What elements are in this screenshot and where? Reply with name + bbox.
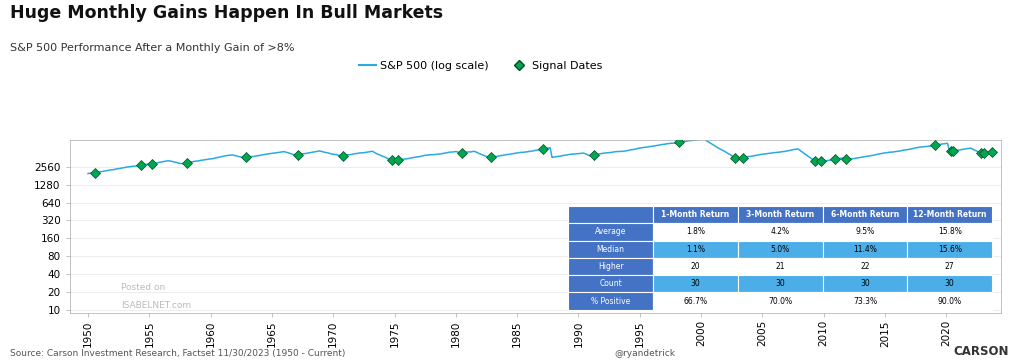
Bar bbox=[568, 206, 653, 223]
Bar bbox=[653, 206, 737, 223]
Bar bbox=[737, 258, 822, 275]
Bar bbox=[822, 275, 907, 292]
Bar bbox=[907, 258, 992, 275]
Text: 30: 30 bbox=[690, 279, 700, 288]
Text: 21: 21 bbox=[775, 262, 785, 271]
Bar bbox=[907, 240, 992, 258]
Text: 22: 22 bbox=[860, 262, 869, 271]
Text: 9.5%: 9.5% bbox=[855, 228, 874, 237]
Bar bbox=[907, 223, 992, 240]
Text: 30: 30 bbox=[945, 279, 954, 288]
Bar bbox=[822, 206, 907, 223]
Bar bbox=[653, 275, 737, 292]
Text: 30: 30 bbox=[860, 279, 869, 288]
Bar bbox=[822, 223, 907, 240]
Text: CARSON: CARSON bbox=[953, 345, 1009, 358]
Text: 15.8%: 15.8% bbox=[938, 228, 962, 237]
Bar bbox=[653, 240, 737, 258]
Text: 30: 30 bbox=[775, 279, 785, 288]
Text: 1.1%: 1.1% bbox=[686, 245, 705, 254]
Text: S&P 500 Performance After a Monthly Gain of >8%: S&P 500 Performance After a Monthly Gain… bbox=[10, 43, 295, 53]
Text: 6-Month Return: 6-Month Return bbox=[830, 210, 899, 219]
Text: Average: Average bbox=[595, 228, 627, 237]
Text: Higher: Higher bbox=[598, 262, 624, 271]
Bar bbox=[737, 292, 822, 310]
Text: Source: Carson Investment Research, Factset 11/30/2023 (1950 - Current): Source: Carson Investment Research, Fact… bbox=[10, 349, 346, 358]
Bar bbox=[822, 292, 907, 310]
Text: 3-Month Return: 3-Month Return bbox=[746, 210, 814, 219]
Bar bbox=[737, 275, 822, 292]
Text: Count: Count bbox=[599, 279, 622, 288]
Bar bbox=[737, 240, 822, 258]
Text: 15.6%: 15.6% bbox=[938, 245, 962, 254]
Text: 20: 20 bbox=[690, 262, 700, 271]
Bar bbox=[568, 258, 653, 275]
Bar bbox=[737, 223, 822, 240]
Bar bbox=[907, 275, 992, 292]
Text: 73.3%: 73.3% bbox=[853, 297, 877, 306]
Text: 4.2%: 4.2% bbox=[771, 228, 790, 237]
Text: ISABELNET.com: ISABELNET.com bbox=[121, 301, 191, 310]
Text: 1.8%: 1.8% bbox=[686, 228, 705, 237]
Text: 5.0%: 5.0% bbox=[770, 245, 790, 254]
Bar bbox=[822, 240, 907, 258]
Text: 90.0%: 90.0% bbox=[938, 297, 962, 306]
Legend: S&P 500 (log scale), Signal Dates: S&P 500 (log scale), Signal Dates bbox=[354, 56, 607, 75]
Bar bbox=[568, 275, 653, 292]
Text: 12-Month Return: 12-Month Return bbox=[913, 210, 986, 219]
Text: Posted on: Posted on bbox=[121, 283, 165, 292]
Text: Huge Monthly Gains Happen In Bull Markets: Huge Monthly Gains Happen In Bull Market… bbox=[10, 4, 443, 22]
Text: 11.4%: 11.4% bbox=[853, 245, 877, 254]
Bar bbox=[737, 206, 822, 223]
Text: 66.7%: 66.7% bbox=[683, 297, 708, 306]
Bar bbox=[568, 240, 653, 258]
Bar bbox=[653, 258, 737, 275]
Bar bbox=[568, 223, 653, 240]
Text: 27: 27 bbox=[945, 262, 954, 271]
Bar bbox=[653, 223, 737, 240]
Bar bbox=[653, 292, 737, 310]
Text: Median: Median bbox=[597, 245, 625, 254]
Bar bbox=[568, 292, 653, 310]
Bar bbox=[822, 258, 907, 275]
Bar bbox=[907, 206, 992, 223]
Bar bbox=[907, 292, 992, 310]
Text: @ryandetrick: @ryandetrick bbox=[614, 349, 676, 358]
Text: 70.0%: 70.0% bbox=[768, 297, 793, 306]
Text: 1-Month Return: 1-Month Return bbox=[662, 210, 729, 219]
Text: % Positive: % Positive bbox=[591, 297, 630, 306]
